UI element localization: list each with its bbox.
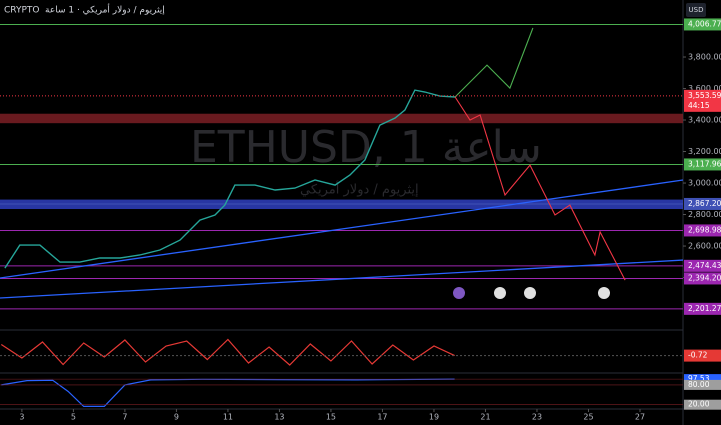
x-tick-label: 21 (480, 413, 490, 422)
indicator-badge (684, 349, 721, 362)
x-tick-label: 7 (122, 413, 127, 422)
indicator-line (0, 338, 455, 366)
event-icon[interactable] (598, 287, 610, 299)
source-label: CRYPTO (4, 6, 39, 16)
currency-box[interactable] (686, 3, 706, 17)
x-tick-label: 17 (377, 413, 387, 422)
level-badge (684, 197, 721, 210)
level-label: 2,394.20 (688, 273, 721, 282)
x-tick-label: 23 (532, 413, 542, 422)
x-tick-label: 19 (429, 413, 439, 422)
x-tick-label: 15 (326, 413, 336, 422)
indicator-label: -0.72 (688, 351, 708, 360)
price-line (4, 89, 456, 269)
watermark-title: ETHUSD, 1 ساعة (190, 122, 542, 173)
event-icon[interactable] (494, 287, 506, 299)
indicator-level-badge (684, 379, 721, 390)
indicator-level-badge (684, 399, 721, 410)
last-price-label: 3,553.59 (688, 91, 721, 100)
level-label: 3,117.96 (688, 159, 721, 168)
level-badge (684, 259, 721, 272)
zone (0, 113, 683, 124)
x-tick-label: 13 (274, 413, 284, 422)
level-badge (684, 272, 721, 285)
level-badge (684, 18, 721, 31)
symbol-description: إيثريوم / دولار أمريكي · 1 ساعة (45, 4, 165, 16)
projection-path (454, 96, 626, 281)
trendline (0, 179, 684, 279)
event-icon[interactable] (453, 287, 465, 299)
x-tick-label: 27 (635, 413, 645, 422)
last-price-badge (684, 89, 721, 112)
indicator-level-badge (684, 374, 721, 385)
x-tick-label: 5 (71, 413, 76, 422)
level-label: 2,201.27 (688, 304, 721, 313)
y-tick-label: 3,000.00 (688, 179, 721, 188)
x-tick-label: 9 (174, 413, 179, 422)
y-tick-label: 3,600.00 (688, 84, 721, 93)
watermark-subtitle: إيثريوم / دولار أمريكي (300, 181, 419, 198)
y-tick-label: 3,200.00 (688, 147, 721, 156)
indicator-level-label: 97.53 (688, 374, 710, 383)
indicator-level-label: 80.00 (688, 380, 710, 389)
level-label: 4,006.77 (688, 19, 721, 28)
x-tick-label: 25 (583, 413, 593, 422)
trendline (0, 259, 684, 299)
y-tick-label: 3,800.00 (688, 53, 721, 62)
event-icon[interactable] (524, 287, 536, 299)
level-label: 2,698.98 (688, 225, 721, 234)
level-label: 2,867.20 (688, 199, 721, 208)
level-badge (684, 302, 721, 315)
y-tick-label: 3,400.00 (688, 116, 721, 125)
level-badge (684, 224, 721, 237)
event-icons[interactable] (453, 287, 610, 299)
x-tick-label: 11 (223, 413, 233, 422)
currency-label[interactable]: USD (689, 6, 704, 14)
level-label: 2,474.43 (688, 261, 721, 270)
x-tick-label: 3 (19, 413, 24, 422)
level-badge (684, 158, 721, 171)
y-tick-label: 2,800.00 (688, 210, 721, 219)
projection-path (454, 27, 534, 98)
indicator-level-label: 20.00 (688, 400, 710, 409)
y-tick-label: 2,600.00 (688, 242, 721, 251)
indicator-line (1, 378, 455, 407)
countdown-label: 44:15 (688, 101, 710, 110)
